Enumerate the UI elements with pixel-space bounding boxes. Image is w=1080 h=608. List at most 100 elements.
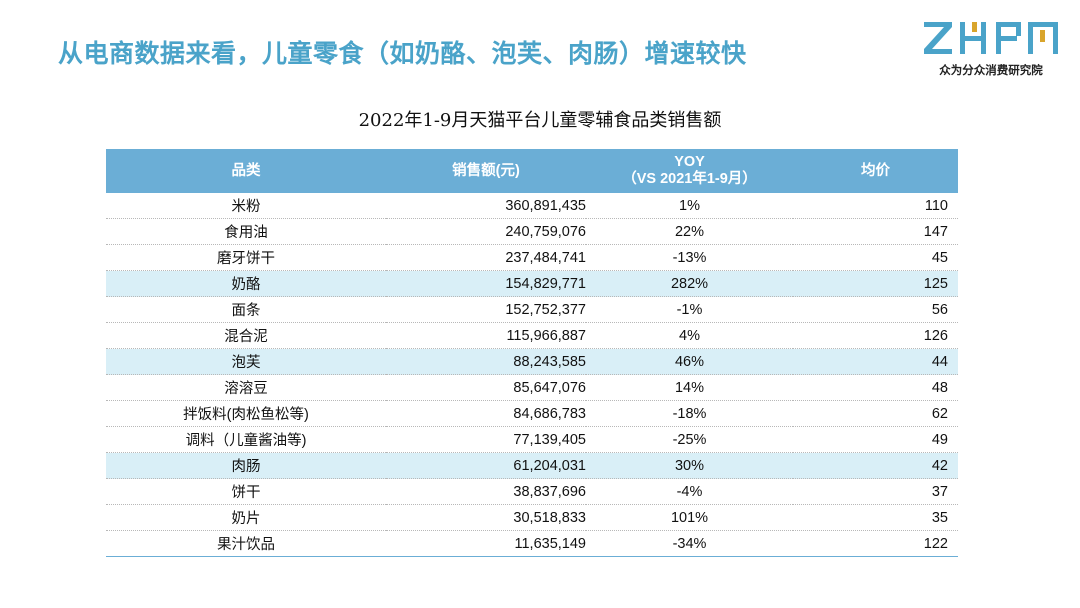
cell-yoy-text: -18% <box>672 405 707 422</box>
cell-yoy-text: 101% <box>670 509 709 526</box>
cell-price: 122 <box>793 530 958 557</box>
cell-category: 泡芙 <box>106 348 386 375</box>
cell-price-text: 122 <box>923 535 948 552</box>
table-row: 混合泥 115,966,887 4% 126 <box>106 322 958 349</box>
slide-title: 从电商数据来看，儿童零食（如奶酪、泡芙、肉肠）增速较快 <box>58 39 747 68</box>
cell-yoy-text: 14% <box>674 379 705 396</box>
cell-sales-text: 152,752,377 <box>505 301 586 318</box>
cell-price: 48 <box>793 374 958 401</box>
cell-category: 果汁饮品 <box>106 530 386 557</box>
cell-price-text: 35 <box>931 509 948 526</box>
cell-price-text: 62 <box>931 405 948 422</box>
cell-yoy: -34% <box>586 530 793 557</box>
cell-category-text: 调料（儿童酱油等) <box>185 433 307 449</box>
cell-yoy: -4% <box>586 478 793 505</box>
cell-yoy-text: 1% <box>679 197 700 214</box>
cell-yoy: 30% <box>586 452 793 479</box>
cell-price-text: 125 <box>923 275 948 292</box>
header-yoy: YOY （VS 2021年1-9月） <box>586 149 793 193</box>
cell-category: 米粉 <box>106 193 386 219</box>
cell-yoy-text: 22% <box>674 223 705 240</box>
cell-price-text: 147 <box>923 223 948 240</box>
cell-sales: 77,139,405 <box>386 426 586 453</box>
cell-sales: 84,686,783 <box>386 400 586 427</box>
zhfh-logo-mark <box>924 22 1058 54</box>
table-header-row: 品类 销售额(元) YOY （VS 2021年1-9月） 均价 <box>106 149 958 193</box>
cell-price-text: 56 <box>931 301 948 318</box>
cell-sales: 88,243,585 <box>386 348 586 375</box>
header-yoy-line1: YOY <box>674 154 705 170</box>
table-row: 米粉 360,891,435 1% 110 <box>106 193 958 219</box>
cell-price-text: 110 <box>924 197 948 214</box>
table-row: 果汁饮品 11,635,149 -34% 122 <box>106 530 958 557</box>
cell-category-text: 奶酪 <box>231 277 261 293</box>
cell-category: 食用油 <box>106 218 386 245</box>
table-row: 肉肠 61,204,031 30% 42 <box>106 452 958 479</box>
cell-yoy-text: 30% <box>674 457 705 474</box>
cell-yoy: 1% <box>586 193 793 219</box>
cell-category-text: 食用油 <box>224 225 268 241</box>
cell-category-text: 混合泥 <box>224 329 268 345</box>
cell-sales-text: 61,204,031 <box>513 457 586 474</box>
cell-category: 溶溶豆 <box>106 374 386 401</box>
cell-price: 126 <box>793 322 958 349</box>
cell-category-text: 溶溶豆 <box>224 381 268 397</box>
cell-sales-text: 84,686,783 <box>513 405 586 422</box>
table-row: 面条 152,752,377 -1% 56 <box>106 296 958 323</box>
sales-table: 品类 销售额(元) YOY （VS 2021年1-9月） 均价 米粉 360,89… <box>106 149 958 557</box>
cell-yoy: -13% <box>586 244 793 271</box>
table-row: 拌饭料(肉松鱼松等) 84,686,783 -18% 62 <box>106 400 958 427</box>
cell-category: 奶片 <box>106 504 386 531</box>
cell-sales: 152,752,377 <box>386 296 586 323</box>
cell-category: 调料（儿童酱油等) <box>106 426 386 453</box>
cell-sales-text: 154,829,771 <box>505 275 586 292</box>
cell-sales: 85,647,076 <box>386 374 586 401</box>
cell-yoy: -18% <box>586 400 793 427</box>
cell-category-text: 泡芙 <box>231 355 261 371</box>
table-row: 溶溶豆 85,647,076 14% 48 <box>106 374 958 401</box>
cell-sales: 360,891,435 <box>386 193 586 219</box>
cell-sales: 30,518,833 <box>386 504 586 531</box>
cell-price: 56 <box>793 296 958 323</box>
cell-yoy: 46% <box>586 348 793 375</box>
cell-sales-text: 77,139,405 <box>513 431 586 448</box>
cell-sales-text: 30,518,833 <box>513 509 586 526</box>
cell-category-text: 米粉 <box>231 199 261 215</box>
header-category: 品类 <box>106 149 386 193</box>
cell-category-text: 拌饭料(肉松鱼松等) <box>183 407 309 423</box>
table-title: 2022年1-9月天猫平台儿童零辅食品类销售额 <box>358 110 722 131</box>
cell-category: 肉肠 <box>106 452 386 479</box>
cell-category: 饼干 <box>106 478 386 505</box>
cell-sales: 11,635,149 <box>386 530 586 557</box>
cell-sales-text: 38,837,696 <box>513 483 586 500</box>
cell-price: 110 <box>793 193 958 219</box>
header-yoy-line2: （VS 2021年1-9月） <box>622 171 757 187</box>
cell-price-text: 48 <box>931 379 948 396</box>
cell-category: 面条 <box>106 296 386 323</box>
cell-sales: 237,484,741 <box>386 244 586 271</box>
table-row: 奶酪 154,829,771 282% 125 <box>106 270 958 297</box>
cell-price: 44 <box>793 348 958 375</box>
cell-sales: 154,829,771 <box>386 270 586 297</box>
cell-sales-text: 88,243,585 <box>513 353 586 370</box>
table-row: 食用油 240,759,076 22% 147 <box>106 218 958 245</box>
cell-price-text: 37 <box>931 483 948 500</box>
cell-category: 混合泥 <box>106 322 386 349</box>
cell-price-text: 49 <box>931 431 948 448</box>
cell-price-text: 44 <box>931 353 948 370</box>
cell-category-text: 果汁饮品 <box>217 537 275 553</box>
cell-yoy: 101% <box>586 504 793 531</box>
cell-yoy-text: -34% <box>672 535 707 552</box>
cell-category-text: 饼干 <box>231 485 261 501</box>
cell-sales-text: 115,966,887 <box>506 327 586 344</box>
table-row: 奶片 30,518,833 101% 35 <box>106 504 958 531</box>
cell-yoy-text: 46% <box>674 353 705 370</box>
cell-yoy-text: 282% <box>670 275 709 292</box>
cell-category-text: 肉肠 <box>231 459 261 475</box>
cell-yoy: 22% <box>586 218 793 245</box>
header-price: 均价 <box>793 149 958 193</box>
cell-yoy-text: -4% <box>676 483 703 500</box>
cell-price-text: 126 <box>923 327 948 344</box>
cell-category-text: 奶片 <box>231 511 261 527</box>
logo-subtitle: 众为分众消费研究院 <box>939 63 1043 77</box>
